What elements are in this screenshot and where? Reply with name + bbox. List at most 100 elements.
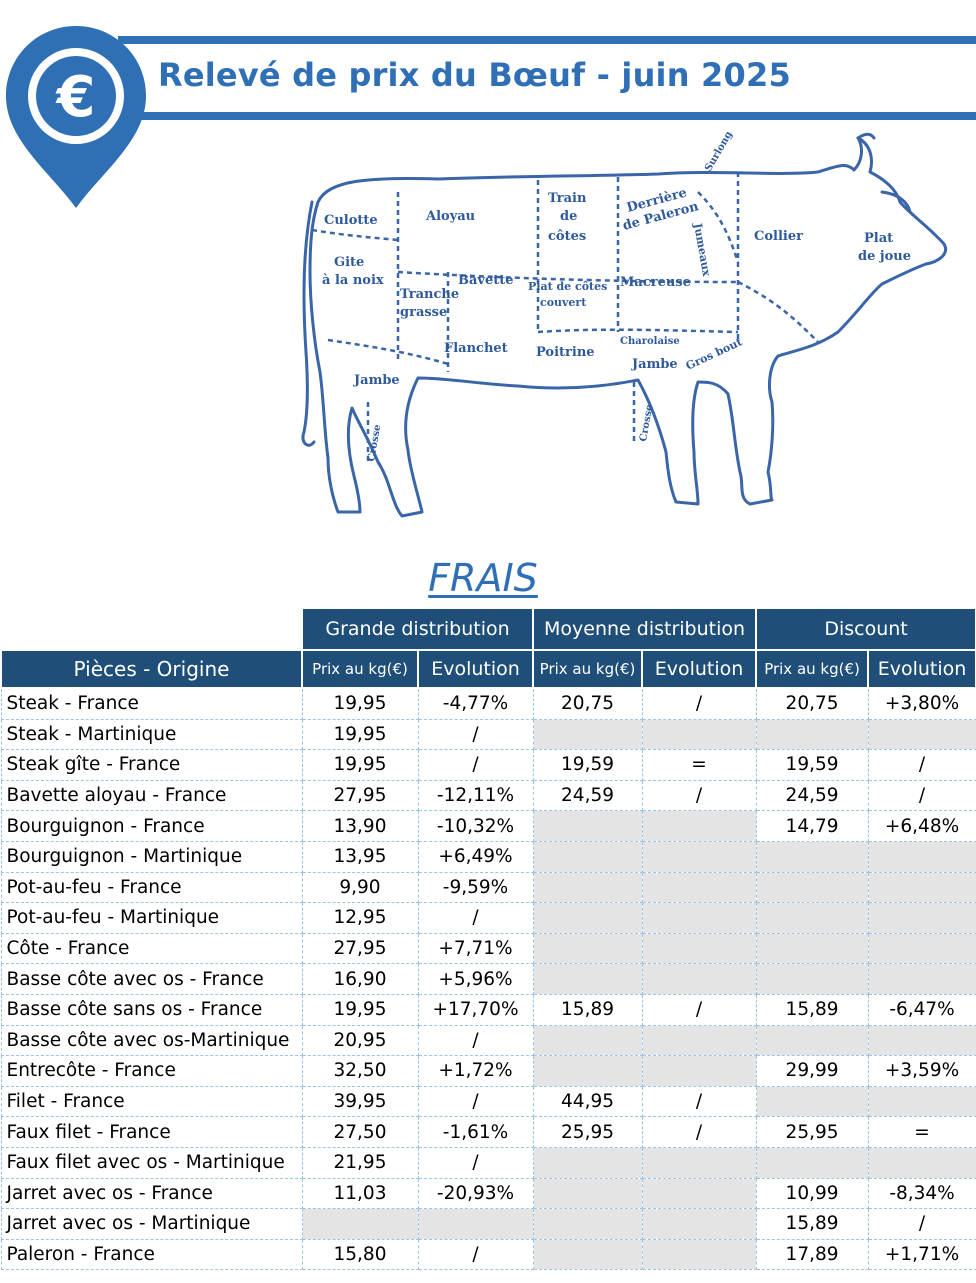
cell-md-evo <box>641 871 757 904</box>
cell-d-prix <box>755 902 869 934</box>
label-plat: Plat <box>864 231 893 246</box>
row-piece-name: Côte - France <box>0 932 303 965</box>
cell-gd-prix: 39,95 <box>301 1085 419 1118</box>
table-row: Entrecôte - France 32,50 +1,72% 29,99 +3,59% <box>0 1055 976 1087</box>
label-a-la-noix: à la noix <box>322 273 384 288</box>
label-train: Train <box>548 191 587 206</box>
cell-md-evo <box>641 1238 757 1271</box>
cell-md-prix: 15,89 <box>532 993 643 1026</box>
cell-md-prix: 19,59 <box>532 749 643 781</box>
cell-md-evo: / <box>641 993 757 1026</box>
cell-gd-prix: 27,95 <box>301 779 419 812</box>
row-piece-name: Jarret avec os - Martinique <box>0 1208 303 1240</box>
cell-gd-prix: 19,95 <box>301 687 419 720</box>
cell-gd-evo: / <box>417 718 534 751</box>
cell-gd-evo: / <box>417 902 534 934</box>
table-row: Basse côte avec os-Martinique 20,95/ <box>0 1024 976 1057</box>
cell-md-prix: 44,95 <box>532 1085 643 1118</box>
cell-gd-evo: +5,96% <box>417 963 534 995</box>
cell-md-evo <box>641 1055 757 1087</box>
table-row: Steak - Martinique 19,95/ <box>0 718 976 751</box>
cell-d-prix: 24,59 <box>755 779 869 812</box>
cell-gd-prix: 19,95 <box>301 718 419 751</box>
label-de: de <box>560 209 577 224</box>
cell-md-prix <box>532 932 643 965</box>
cell-gd-prix: 16,90 <box>301 963 419 995</box>
cell-gd-prix: 32,50 <box>301 1055 419 1087</box>
row-piece-name: Faux filet avec os - Martinique <box>0 1146 303 1179</box>
header-gd-prix: Prix au kg(€) <box>301 649 419 689</box>
cell-md-evo: / <box>641 687 757 720</box>
cell-md-evo <box>641 1208 757 1240</box>
row-piece-name: Bourguignon - Martinique <box>0 840 303 873</box>
cell-d-prix <box>755 1146 869 1179</box>
label-macreuse: Macreuse <box>620 275 691 290</box>
cell-gd-evo: / <box>417 749 534 781</box>
cell-d-evo <box>867 1146 976 1179</box>
cell-gd-evo <box>417 1208 534 1240</box>
cell-d-prix <box>755 1024 869 1057</box>
row-piece-name: Faux filet - France <box>0 1116 303 1148</box>
table-row: Filet - France 39,95/44,95/ <box>0 1085 976 1118</box>
cell-d-evo: / <box>867 749 976 781</box>
cell-d-evo: / <box>867 779 976 812</box>
cell-gd-prix: 27,95 <box>301 932 419 965</box>
cell-d-prix: 20,75 <box>755 687 869 720</box>
table-row: Jarret avec os - France 11,03 -20,93% 10,99… <box>0 1177 976 1210</box>
cell-md-evo <box>641 963 757 995</box>
row-piece-name: Paleron - France <box>0 1238 303 1271</box>
cell-md-prix <box>532 902 643 934</box>
cell-d-evo: +1,71% <box>867 1238 976 1271</box>
header-gd-evolution: Evolution <box>416 649 535 689</box>
cell-gd-evo: +17,70% <box>417 993 534 1026</box>
cell-md-prix <box>532 1238 643 1271</box>
cell-md-prix <box>532 840 643 873</box>
cell-md-evo <box>641 810 757 842</box>
cell-gd-prix: 11,03 <box>301 1177 419 1210</box>
cell-md-evo: / <box>641 1085 757 1118</box>
cell-d-evo: +3,80% <box>867 687 976 720</box>
label-de-joue: de joue <box>858 249 911 264</box>
cell-md-evo <box>641 1177 757 1210</box>
label-grasse: grasse <box>400 305 447 320</box>
row-piece-name: Basse côte avec os - France <box>0 963 303 995</box>
cell-md-evo: = <box>641 749 757 781</box>
row-piece-name: Bourguignon - France <box>0 810 303 842</box>
cell-d-evo <box>867 718 976 751</box>
label-collier: Collier <box>754 229 803 244</box>
label-surlonge: Surlonge <box>703 132 738 174</box>
cell-gd-evo: / <box>417 1085 534 1118</box>
cell-md-evo <box>641 1024 757 1057</box>
cell-d-prix: 15,89 <box>755 1208 869 1240</box>
cell-gd-evo: +7,71% <box>417 932 534 965</box>
label-jumeaux: Jumeaux <box>691 221 713 277</box>
cell-d-evo: / <box>867 1208 976 1240</box>
header-pieces-origine: Pièces - Origine <box>0 649 303 689</box>
table-row: Pot-au-feu - Martinique 12,95/ <box>0 902 976 934</box>
euro-symbol: € <box>55 65 96 130</box>
cell-md-evo <box>641 932 757 965</box>
group-moyenne-distribution: Moyenne distribution <box>532 607 758 651</box>
cell-md-prix: 24,59 <box>532 779 643 812</box>
cell-gd-prix: 21,95 <box>301 1146 419 1179</box>
cell-md-prix <box>532 1146 643 1179</box>
table-row: Bourguignon - France 13,90 -10,32% 14,79 +6,… <box>0 810 976 842</box>
cell-d-evo: = <box>867 1116 976 1148</box>
cell-gd-prix <box>301 1208 419 1240</box>
table-row: Côte - France 27,95 +7,71% <box>0 932 976 965</box>
cell-d-prix: 15,89 <box>755 993 869 1026</box>
group-discount: Discount <box>755 607 976 651</box>
cell-d-prix: 25,95 <box>755 1116 869 1148</box>
row-piece-name: Steak - Martinique <box>0 718 303 751</box>
cell-md-prix <box>532 1177 643 1210</box>
header-blank <box>1 608 302 650</box>
cell-d-evo <box>867 1085 976 1118</box>
row-piece-name: Pot-au-feu - Martinique <box>0 902 303 934</box>
cell-d-prix: 19,59 <box>755 749 869 781</box>
cell-gd-evo: -20,93% <box>417 1177 534 1210</box>
beef-cuts-diagram: Culotte Aloyau Train de côtes Derrière d… <box>301 132 947 518</box>
label-cotes: côtes <box>548 229 586 244</box>
cell-md-prix <box>532 963 643 995</box>
header-bar-top <box>118 36 976 44</box>
label-poitrine: Poitrine <box>536 345 595 360</box>
